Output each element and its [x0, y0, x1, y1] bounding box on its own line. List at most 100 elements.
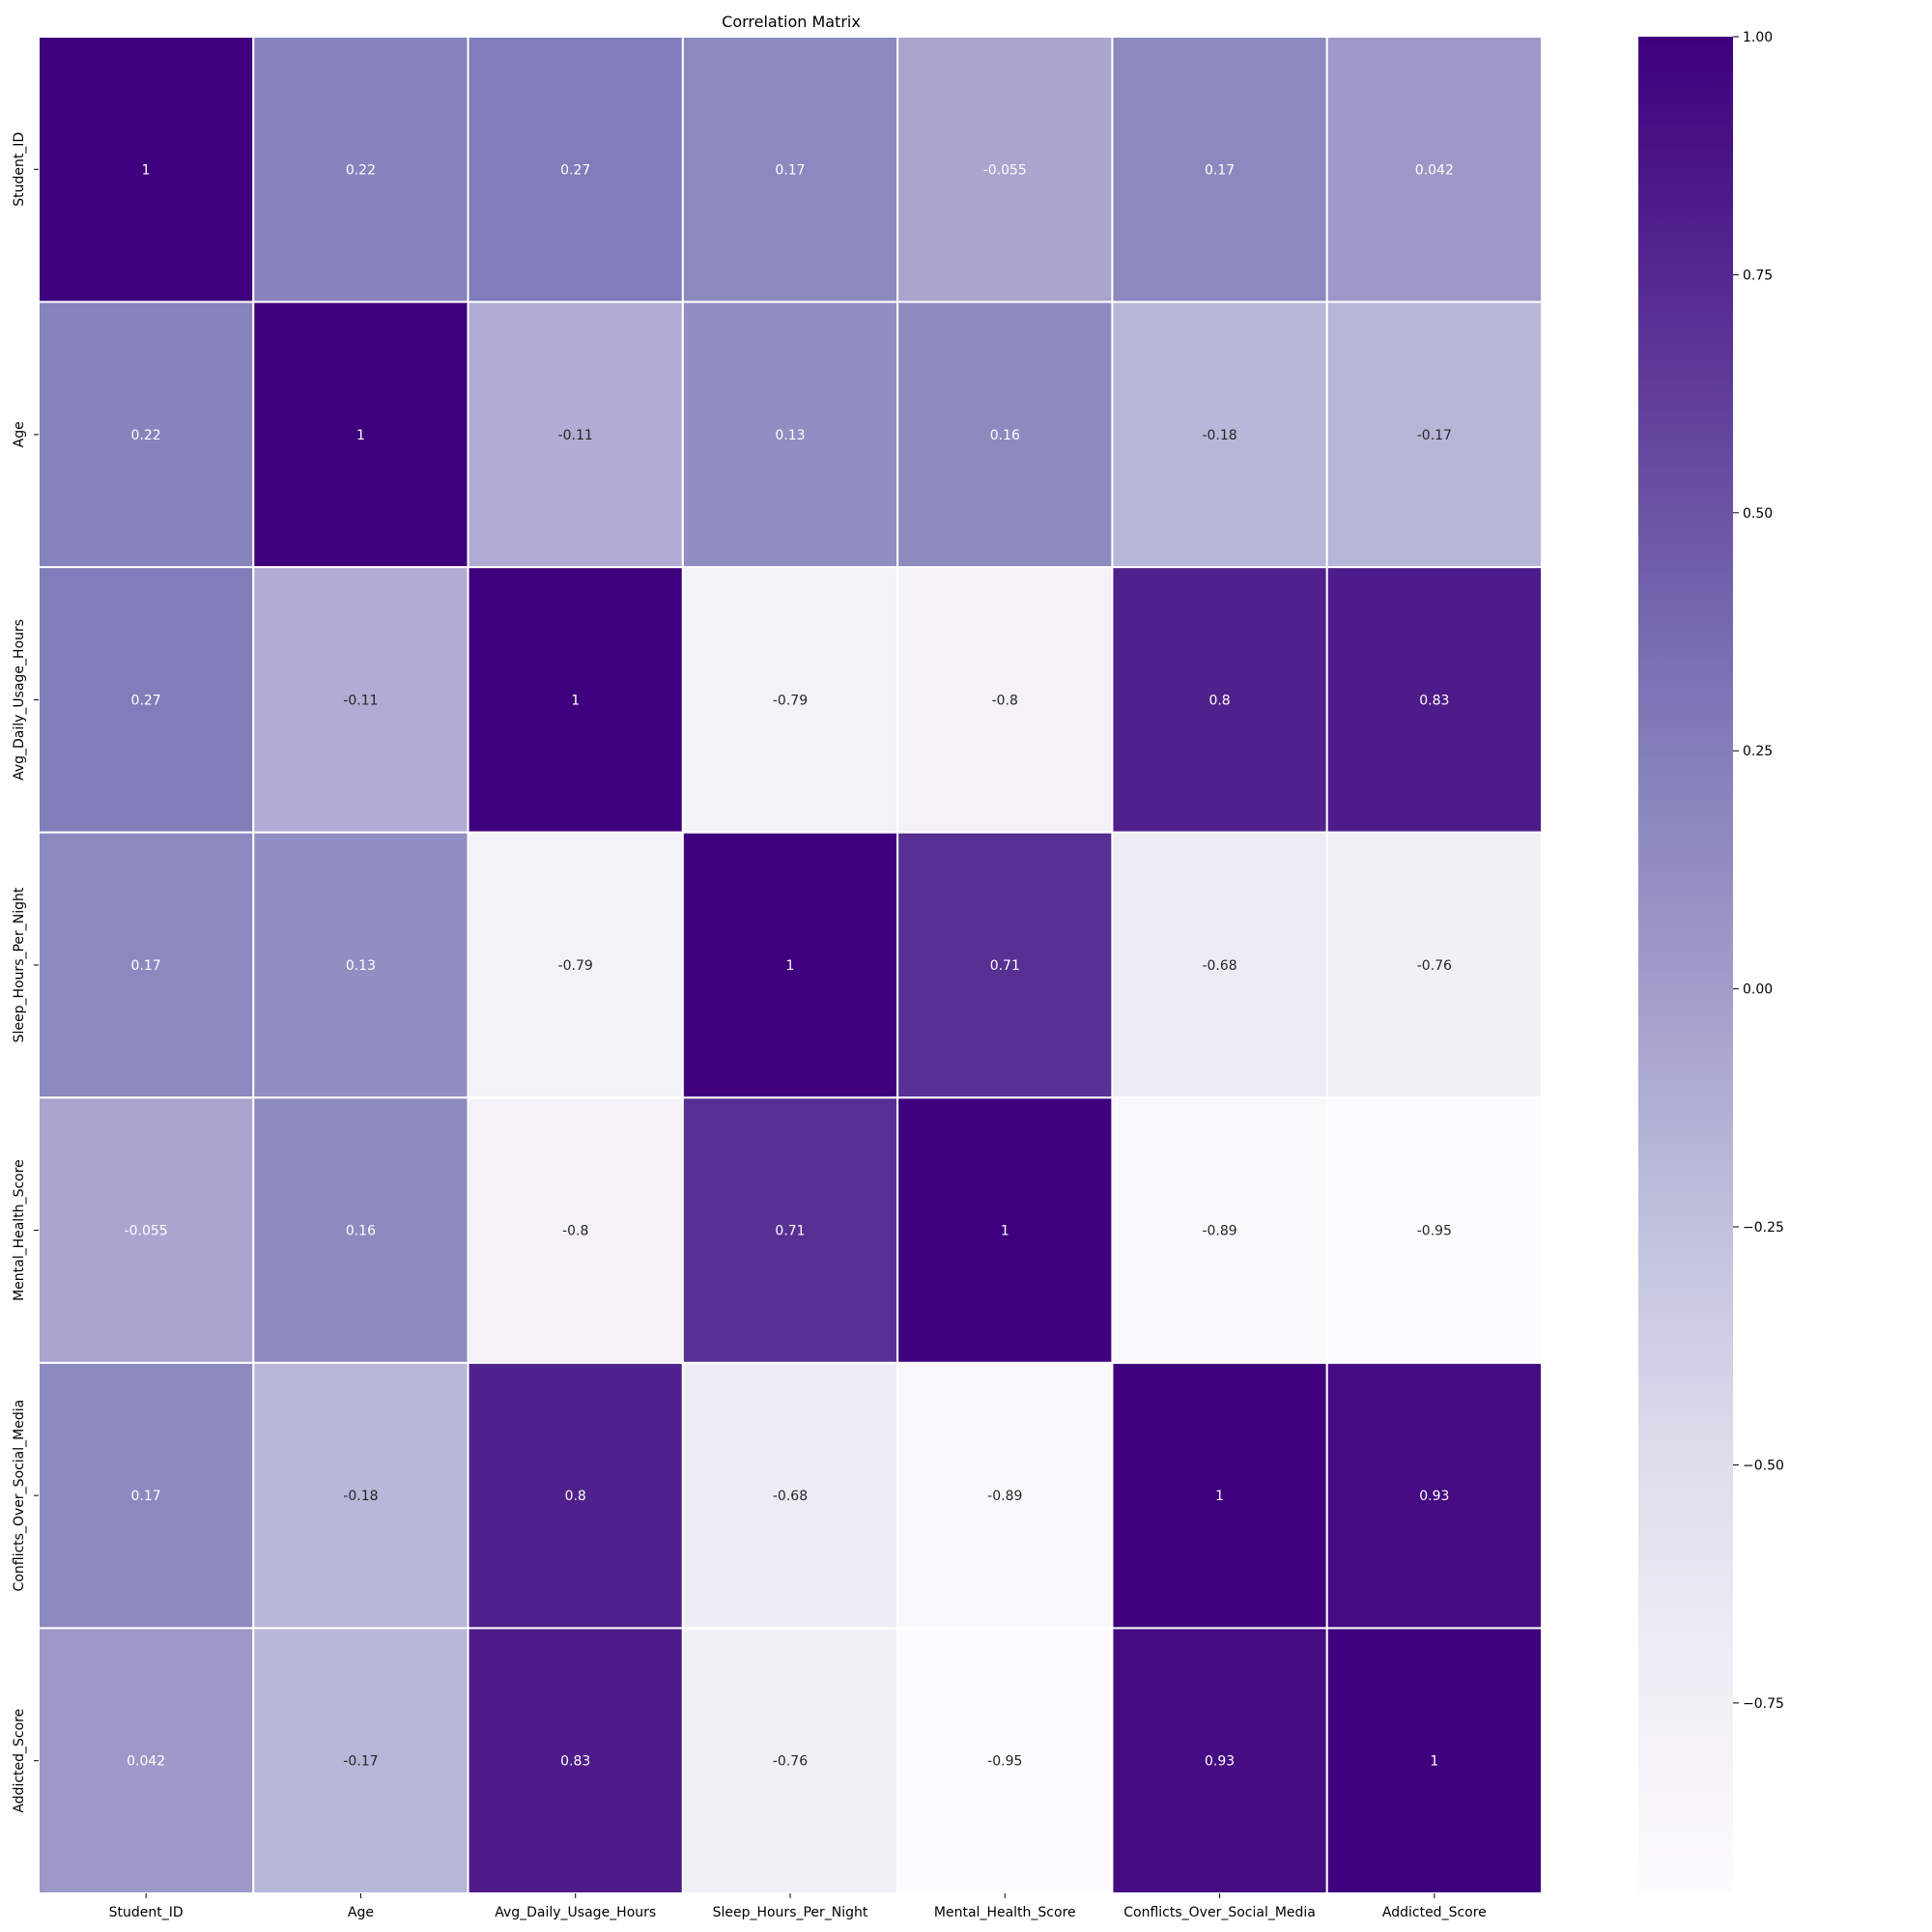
heatmap-cell — [1325, 831, 1543, 1099]
cell-annotation: 0.27 — [560, 162, 590, 178]
heatmap-cell — [467, 1627, 684, 1895]
cell-annotation: -0.18 — [1202, 428, 1236, 443]
heatmap-cell — [252, 831, 469, 1099]
cell-annotation: 0.042 — [1415, 162, 1454, 178]
cell-annotation: -0.89 — [1202, 1224, 1236, 1239]
y-tick-label: Sleep_Hours_Per_Night — [12, 887, 27, 1042]
cell-annotation: 0.13 — [346, 958, 376, 974]
cell-annotation: -0.76 — [773, 1754, 808, 1770]
heatmap-cell — [1325, 566, 1543, 834]
heatmap-cell — [896, 566, 1114, 834]
cell-annotation: 0.22 — [131, 428, 161, 443]
heatmap-cell — [681, 831, 899, 1099]
heatmap-cell — [252, 36, 469, 303]
x-tick-label: Addicted_Score — [1382, 1905, 1487, 1920]
cell-annotation: 0.16 — [346, 1224, 376, 1239]
heatmap-cell — [38, 566, 255, 834]
heatmap-cell — [1111, 36, 1328, 303]
y-tick-label: Avg_Daily_Usage_Hours — [12, 619, 27, 781]
cell-annotation: 0.17 — [1205, 162, 1235, 178]
colorbar — [1638, 37, 1733, 1893]
colorbar-tick-label: 0.50 — [1743, 506, 1773, 522]
heatmap-cell — [1325, 300, 1543, 569]
heatmap-cell — [467, 1096, 684, 1364]
x-tick-label: Mental_Health_Score — [934, 1905, 1076, 1920]
heatmap-cell — [896, 1361, 1114, 1630]
cell-annotation: 1 — [571, 693, 580, 708]
cell-annotation: 1 — [1001, 1224, 1009, 1239]
cell-annotation: -0.11 — [343, 693, 378, 708]
heatmap-cell — [681, 1627, 899, 1895]
chart-title: Correlation Matrix — [722, 13, 861, 31]
cell-annotation: 1 — [1215, 1489, 1224, 1504]
x-tick-label: Student_ID — [109, 1905, 184, 1920]
colorbar-tick-label: 0.00 — [1743, 982, 1773, 998]
heatmap-cell — [1111, 300, 1328, 569]
cell-annotation: 1 — [1430, 1754, 1438, 1770]
cell-annotation: 0.8 — [565, 1489, 586, 1504]
colorbar-tick-label: −0.50 — [1743, 1458, 1784, 1473]
y-tick-label: Age — [12, 421, 27, 447]
cell-annotation: 0.71 — [990, 958, 1020, 974]
y-tick-label: Conflicts_Over_Social_Media — [12, 1400, 27, 1592]
cell-annotation: -0.68 — [773, 1489, 808, 1504]
heatmap-cell — [38, 36, 255, 303]
heatmap-cell — [467, 566, 684, 834]
heatmap-cell — [1325, 1361, 1543, 1630]
cell-annotation: 1 — [356, 428, 365, 443]
cell-annotation: 0.27 — [131, 693, 161, 708]
x-tick-label: Age — [348, 1905, 374, 1920]
heatmap-cell — [38, 1096, 255, 1364]
y-tick-labels: Student_ID Age Avg_Daily_Usage_Hours Sleep_… — [12, 132, 39, 1813]
x-tick-label: Conflicts_Over_Social_Media — [1123, 1905, 1316, 1920]
heatmap-cell — [38, 300, 255, 569]
heatmap-cell — [681, 36, 899, 303]
heatmap-cell — [38, 1627, 255, 1895]
heatmap-cell — [467, 300, 684, 569]
heatmap-cell — [1325, 1096, 1543, 1364]
cell-annotation: -0.055 — [983, 162, 1027, 178]
cell-annotation: 0.71 — [775, 1224, 805, 1239]
x-tick-label: Sleep_Hours_Per_Night — [713, 1905, 868, 1920]
cell-annotation: -0.18 — [343, 1489, 378, 1504]
cell-annotation: 0.13 — [775, 428, 805, 443]
heatmap-cell — [896, 36, 1114, 303]
heatmap-cells — [38, 36, 1543, 1895]
cell-annotations: 1 0.22 0.27 0.17 -0.055 0.17 0.042 0.22 1 -0.11 0.… — [125, 162, 1454, 1769]
cell-annotation: 0.83 — [560, 1754, 590, 1770]
colorbar-tick-label: 1.00 — [1743, 30, 1773, 45]
heatmap-cell — [1325, 1627, 1543, 1895]
cell-annotation: 0.8 — [1208, 693, 1230, 708]
colorbar-ticks: 1.00 0.75 0.50 0.25 0.00 −0.25 −0.50 −0.75 — [1733, 30, 1784, 1712]
cell-annotation: -0.79 — [773, 693, 808, 708]
y-tick-label: Addicted_Score — [12, 1709, 27, 1813]
colorbar-tick-label: 0.25 — [1743, 744, 1773, 759]
cell-annotation: -0.8 — [992, 693, 1018, 708]
cell-annotation: 1 — [786, 958, 795, 974]
heatmap-cell — [681, 566, 899, 834]
cell-annotation: 0.22 — [346, 162, 376, 178]
cell-annotation: -0.89 — [987, 1489, 1022, 1504]
cell-annotation: -0.76 — [1417, 958, 1452, 974]
cell-annotation: -0.95 — [1417, 1224, 1452, 1239]
cell-annotation: -0.17 — [1417, 428, 1452, 443]
colorbar-tick-label: −0.25 — [1743, 1220, 1784, 1236]
cell-annotation: 0.17 — [131, 1489, 161, 1504]
cell-annotation: -0.68 — [1202, 958, 1236, 974]
heatmap-cell — [896, 300, 1114, 569]
heatmap-cell — [38, 831, 255, 1099]
cell-annotation: 0.93 — [1419, 1489, 1449, 1504]
heatmap-cell — [252, 1361, 469, 1630]
cell-annotation: 0.17 — [775, 162, 805, 178]
cell-annotation: 0.93 — [1205, 1754, 1235, 1770]
heatmap-cell — [1111, 1627, 1328, 1895]
x-tick-labels: Student_ID Age Avg_Daily_Usage_Hours Sleep_… — [109, 1893, 1487, 1920]
heatmap-cell — [1111, 566, 1328, 834]
colorbar-tick-label: 0.75 — [1743, 268, 1773, 283]
y-tick-label: Student_ID — [12, 132, 27, 207]
heatmap-cell — [467, 36, 684, 303]
y-tick-label: Mental_Health_Score — [12, 1159, 27, 1301]
heatmap-cell — [38, 1361, 255, 1630]
cell-annotation: 0.16 — [990, 428, 1020, 443]
